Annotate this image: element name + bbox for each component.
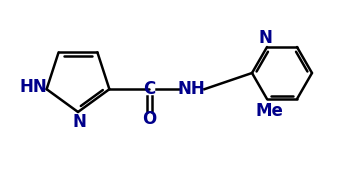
Text: N: N — [258, 29, 272, 47]
Text: HN: HN — [20, 78, 48, 96]
Text: Me: Me — [255, 102, 283, 120]
Text: NH: NH — [178, 80, 205, 98]
Text: N: N — [72, 113, 86, 131]
Text: O: O — [142, 110, 156, 128]
Text: C: C — [143, 80, 155, 98]
